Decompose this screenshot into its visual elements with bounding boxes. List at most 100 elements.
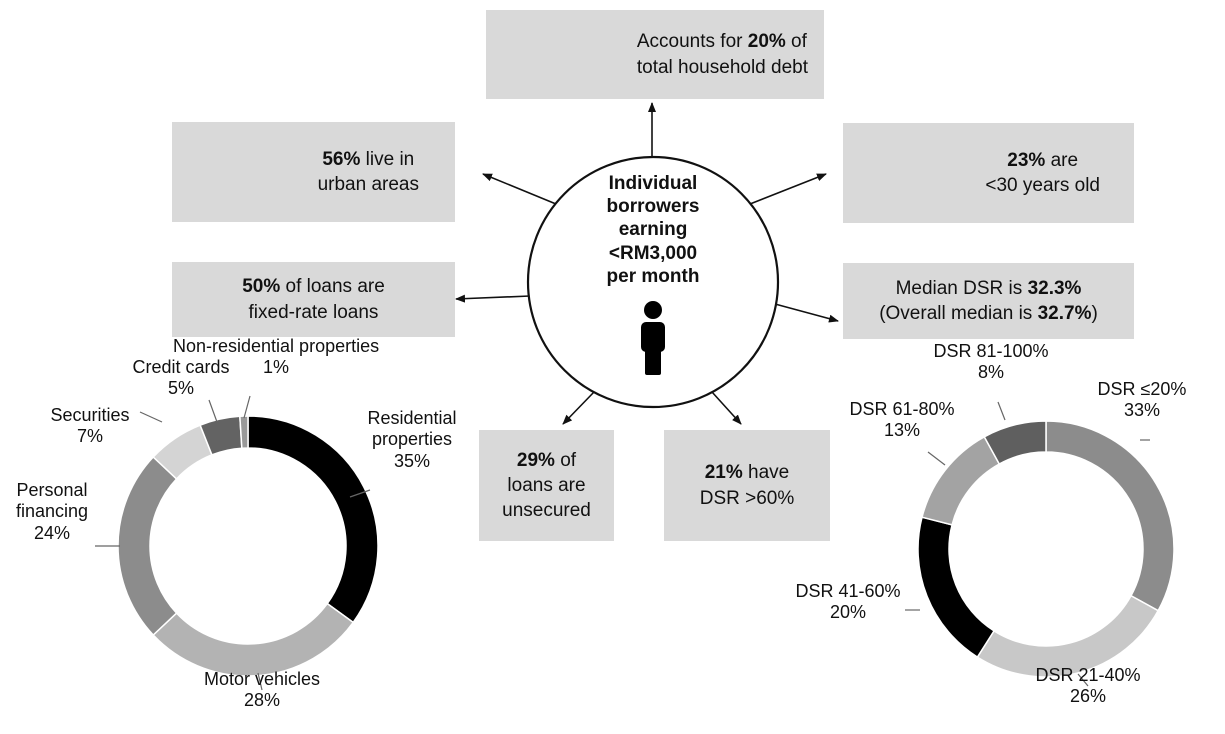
fact-box-young: 23% are <30 years old [843,123,1134,223]
fact-text: Accounts for [636,31,748,53]
fact-box-high-dsr: 21% have DSR >60% [664,430,830,541]
slice-label-text: DSR 81-100% [933,340,1049,361]
slice-label-text: Credit cards [132,356,230,377]
leader-line [243,395,251,419]
leader-lines [95,395,1150,691]
slice-label: DSR 61-80% 13% [850,399,955,442]
donut-slice-dsr-20 [1045,420,1175,612]
slice-percent: 28% [244,690,281,711]
slice-label: Motor vehicles 28% [204,669,320,712]
slice-label: Residential properties 35% [368,408,457,473]
slice-label-text: financing [16,501,89,522]
fact-text: DSR >60% [699,487,795,509]
slice-label: Credit cards 5% [133,357,230,400]
slice-percent: 8% [978,362,1005,383]
arrow-to-young [749,173,827,205]
fact-text: urban areas [317,174,419,195]
fact-text: ) [1091,303,1098,324]
fact-text: total household debt [636,56,808,78]
donut-chart-dsr [917,420,1175,678]
fact-text: unsecured [502,500,591,522]
fact-text: fixed-rate loans [248,301,379,323]
slice-label-text: DSR ≤20% [1097,378,1187,399]
arrow-to-median-dsr [774,303,839,323]
fact-value: 32.7% [1037,303,1092,324]
leader-line [257,672,263,691]
hub-title-line: earning [618,219,688,241]
fact-text: of [785,31,807,53]
slice-label: DSR 21-40% 26% [1036,665,1141,708]
hub-title-line: per month [606,265,700,287]
slice-percent: 26% [1070,686,1107,707]
arrow-to-fixed-rate [455,294,531,303]
person-icon [641,301,665,375]
slice-label-text: Residential [367,407,457,428]
fact-value: 32.3% [1027,277,1082,299]
fact-text: of [554,449,577,471]
slice-label-text: Personal [16,479,88,500]
slice-label: Non-residential properties 1% [173,336,379,379]
leader-line [139,411,163,423]
connector-arrows [455,102,839,425]
slice-label-text: properties [372,429,453,450]
donut-slice-motor-vehicles [152,602,355,677]
fact-box-fixed-rate: 50% of loans are fixed-rate loans [172,262,455,337]
leader-line [927,451,946,466]
fact-box-debt-share: Accounts for 20% of total household debt [486,10,824,99]
slice-label-text: Securities [50,404,130,425]
slice-percent: 35% [394,450,431,471]
fact-text: have [742,462,790,484]
leader-line [208,399,218,423]
slice-label-text: Non-residential properties [173,335,380,356]
donut-slice-dsr-61-80 [921,435,1001,526]
hub-title-line: Individual [608,173,698,194]
fact-value: 21% [704,462,743,484]
slice-label: Securities 7% [51,405,130,448]
leader-line [997,401,1006,421]
arrow-to-unsecured [562,391,595,425]
slice-percent: 5% [168,378,195,399]
donut-slice-dsr-41-60 [917,516,996,659]
arrow-to-high-dsr [711,391,742,425]
donut-slice-personal-financing [117,455,178,637]
slice-label-text: DSR 21-40% [1035,664,1141,685]
slice-percent: 20% [830,602,867,623]
fact-text: (Overall median is [879,303,1038,324]
leader-line [349,489,371,498]
slice-label: Personal financing 24% [16,480,88,545]
leader-line [1077,673,1089,687]
fact-text: live in [360,148,415,170]
slice-label-text: Motor vehicles [204,668,321,689]
fact-text: <30 years old [985,175,1100,196]
hub-title-line: borrowers [606,196,700,218]
slice-label-text: DSR 41-60% [795,580,901,601]
slice-percent: 24% [34,522,71,543]
slice-label: DSR 41-60% 20% [796,581,901,624]
slice-label: DSR ≤20% 33% [1098,379,1187,422]
slice-percent: 1% [263,357,290,378]
fact-value: 20% [747,31,786,53]
fact-box-urban: 56% live in urban areas [172,122,455,222]
donut-slice-dsr-81-100 [983,420,1047,466]
slice-label: DSR 81-100% 8% [934,341,1049,384]
fact-box-unsecured: 29% of loans are unsecured [479,430,614,541]
hub-title: Individual borrowers earning <RM3,000 per mo… [560,172,746,288]
hub-circle [526,155,780,409]
fact-value: 29% [516,449,555,471]
hub-title-line: <RM3,000 [608,242,698,264]
fact-value: 23% [1007,149,1046,171]
fact-text: Median DSR is [895,277,1028,299]
fact-value: 56% [322,148,361,170]
donut-chart-loans [117,415,379,677]
fact-box-median-dsr: Median DSR is 32.3% (Overall median is 3… [843,263,1134,339]
fact-text: loans are [507,474,586,496]
fact-text: of loans are [280,276,385,298]
slice-percent: 13% [884,420,921,441]
fact-text: are [1045,149,1079,171]
arrow-to-urban [482,173,557,205]
slice-percent: 7% [77,426,104,447]
donut-slice-residential-properties [247,415,379,624]
slice-percent: 33% [1123,400,1160,421]
donut-slice-non-residential-properties [239,415,249,449]
